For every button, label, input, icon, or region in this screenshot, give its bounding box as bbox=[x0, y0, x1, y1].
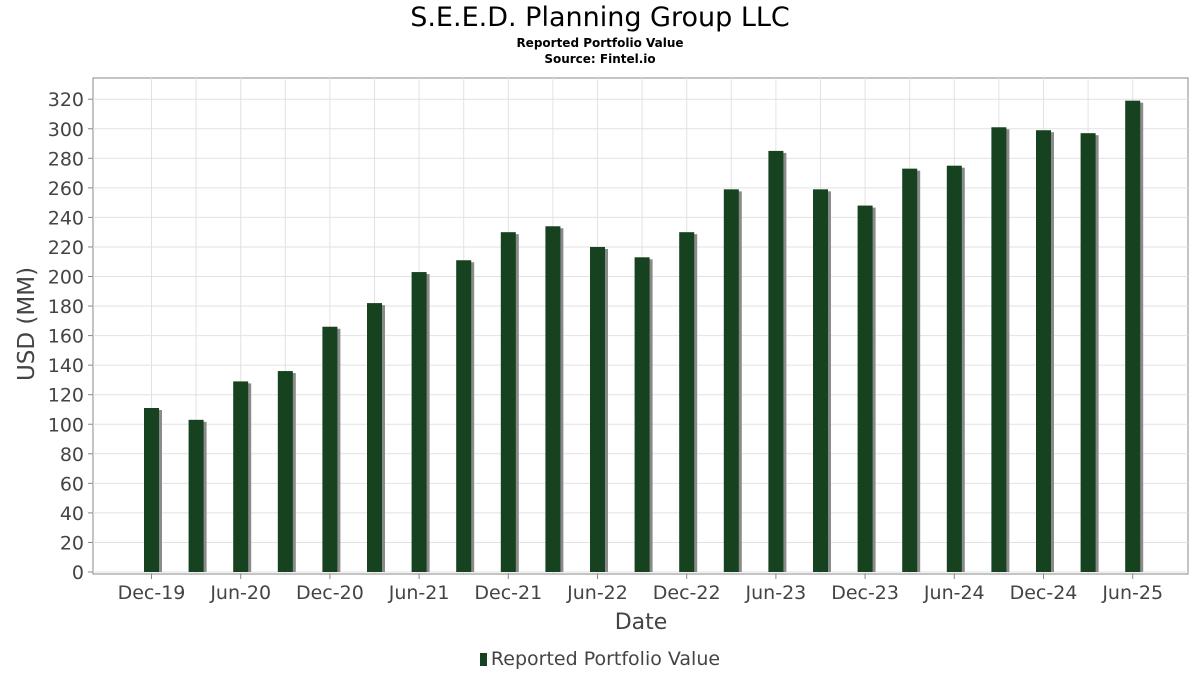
bar bbox=[723, 189, 739, 572]
x-tick-label: Dec-20 bbox=[296, 582, 364, 604]
bar bbox=[188, 419, 204, 572]
y-tick-label: 280 bbox=[48, 148, 84, 170]
y-tick-label: 240 bbox=[48, 207, 84, 229]
y-tick-label: 180 bbox=[48, 296, 84, 318]
bar bbox=[679, 232, 695, 573]
bar bbox=[634, 257, 650, 572]
x-tick-label: Dec-23 bbox=[831, 582, 899, 604]
chart-source: Source: Fintel.io bbox=[544, 52, 656, 66]
x-tick-label: Jun-21 bbox=[388, 582, 450, 604]
legend-swatch bbox=[479, 653, 487, 666]
y-tick-label: 20 bbox=[60, 532, 84, 554]
y-tick-label: 100 bbox=[48, 414, 84, 436]
x-tick-label: Dec-19 bbox=[118, 582, 186, 604]
y-tick-label: 320 bbox=[48, 89, 84, 111]
x-tick-label: Jun-24 bbox=[923, 582, 985, 604]
bar bbox=[991, 127, 1007, 573]
y-tick-label: 120 bbox=[48, 385, 84, 407]
chart-title: S.E.E.D. Planning Group LLC bbox=[410, 2, 790, 33]
bar bbox=[946, 165, 962, 572]
bar bbox=[456, 260, 472, 572]
legend-label: Reported Portfolio Value bbox=[490, 648, 721, 670]
y-tick-label: 140 bbox=[48, 355, 84, 377]
y-tick-label: 160 bbox=[48, 326, 84, 348]
legend: Reported Portfolio Value bbox=[0, 648, 1200, 670]
bar bbox=[1036, 130, 1051, 573]
bar bbox=[277, 371, 293, 572]
bar bbox=[545, 226, 561, 572]
bar bbox=[322, 326, 338, 572]
y-tick-label: 60 bbox=[60, 473, 84, 495]
x-tick-label: Jun-22 bbox=[566, 582, 628, 604]
y-tick-label: 40 bbox=[60, 503, 84, 525]
bar-chart: 0 20 40 60 80 100 120 140 160 180 200 220 240 260 280 3… bbox=[14, 77, 1189, 635]
x-tick-label: Dec-24 bbox=[1010, 582, 1078, 604]
y-tick-label: 220 bbox=[48, 237, 84, 259]
y-axis-label: USD (MM) bbox=[14, 267, 40, 381]
y-tick-label: 0 bbox=[72, 562, 84, 584]
bar bbox=[233, 381, 249, 572]
bar bbox=[500, 232, 516, 573]
bar bbox=[857, 205, 873, 572]
x-tick-label: Jun-20 bbox=[209, 582, 271, 604]
bars bbox=[144, 100, 1144, 573]
bar bbox=[813, 189, 828, 572]
bar bbox=[367, 303, 382, 572]
y-tick-label: 80 bbox=[60, 444, 84, 466]
bar bbox=[902, 168, 918, 572]
bar bbox=[590, 246, 605, 572]
chart-subtitle: Reported Portfolio Value bbox=[516, 36, 684, 50]
y-tick-label: 260 bbox=[48, 178, 84, 200]
y-tick-label: 300 bbox=[48, 119, 84, 141]
bar bbox=[768, 150, 784, 572]
x-tick-label: Dec-22 bbox=[653, 582, 721, 604]
bar bbox=[1080, 133, 1096, 572]
y-tick-label: 200 bbox=[48, 267, 84, 289]
x-tick-label: Dec-21 bbox=[474, 582, 542, 604]
x-tick-label: Jun-23 bbox=[745, 582, 807, 604]
x-axis-label: Date bbox=[615, 610, 668, 635]
bar bbox=[411, 272, 427, 572]
bar bbox=[144, 407, 159, 572]
bar bbox=[1125, 100, 1141, 573]
x-tick-label: Jun-25 bbox=[1101, 582, 1163, 604]
axes: 0 20 40 60 80 100 120 140 160 180 200 220 240 260 280 3… bbox=[48, 89, 1188, 604]
